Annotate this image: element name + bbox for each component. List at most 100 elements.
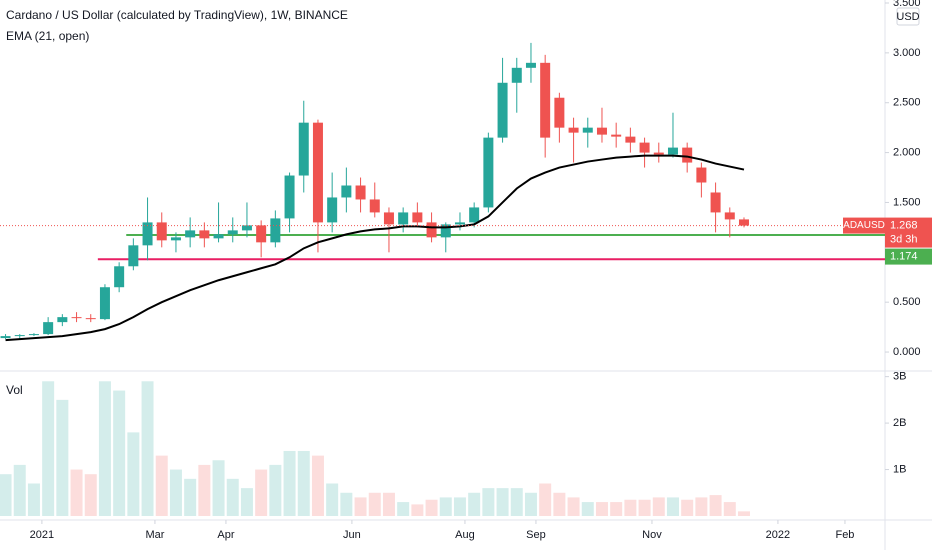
candle-body xyxy=(99,287,110,320)
candle-body xyxy=(525,62,536,68)
volume-bar xyxy=(496,488,509,516)
indicator-legend: EMA (21, open) xyxy=(6,29,89,43)
candle-body xyxy=(540,62,551,138)
volume-bar xyxy=(610,502,623,516)
volume-bar xyxy=(184,478,197,516)
y-tick-label: 0.500 xyxy=(893,296,921,308)
candle-body xyxy=(256,225,267,243)
volume-bar xyxy=(56,399,69,516)
volume-bar xyxy=(581,502,594,516)
volume-bar xyxy=(453,497,466,516)
volume-bar xyxy=(283,450,296,516)
candle-body xyxy=(341,185,352,198)
candle-body xyxy=(85,318,96,320)
candle-body xyxy=(241,225,252,231)
candle-body xyxy=(199,230,210,239)
volume-bar xyxy=(269,464,282,516)
candle-body xyxy=(71,317,82,319)
volume-bar xyxy=(354,497,367,516)
candle-body xyxy=(57,317,68,323)
volume-bar xyxy=(695,497,708,516)
ema-line xyxy=(5,154,745,342)
volume-bar xyxy=(595,502,608,516)
volume-bar xyxy=(468,492,481,516)
plot xyxy=(0,2,889,524)
candle-body xyxy=(156,222,167,241)
last-price-label: 1.268 xyxy=(890,219,918,231)
volume-bar xyxy=(510,488,523,516)
candle-body xyxy=(596,127,607,135)
volume-bar xyxy=(113,390,126,516)
volume-bar xyxy=(198,464,211,516)
volume-bar xyxy=(42,381,55,516)
candle-body xyxy=(355,185,366,200)
volume-bar xyxy=(98,381,111,516)
volume-bar xyxy=(13,464,26,516)
volume-bar xyxy=(340,492,353,516)
symbol-label-box xyxy=(843,217,885,234)
candle-body xyxy=(398,212,409,225)
y-tick-label: 2.500 xyxy=(893,97,921,109)
candle-body xyxy=(128,245,139,267)
volume-bar xyxy=(127,432,140,516)
volume-bar xyxy=(240,488,253,516)
volume-bar xyxy=(368,492,381,516)
volume-bar xyxy=(311,455,324,516)
y-tick-label: 0.000 xyxy=(893,346,921,358)
x-tick-label: Sep xyxy=(526,529,546,541)
volume-bar xyxy=(439,497,452,516)
candle-body xyxy=(170,237,181,241)
x-tick-label: Mar xyxy=(145,529,164,541)
candle-body xyxy=(14,335,25,337)
candle-body xyxy=(369,199,380,213)
volume-bar xyxy=(226,478,239,516)
volume-bar xyxy=(723,502,736,516)
hline-label-box xyxy=(885,248,932,265)
volume-bar xyxy=(27,483,40,516)
volume-bar xyxy=(652,497,665,516)
candle-body xyxy=(185,230,196,238)
volume-bar xyxy=(681,499,694,516)
volume-bar xyxy=(638,499,651,516)
candle-body xyxy=(554,97,565,128)
x-tick-label: Aug xyxy=(455,529,475,541)
candle-body xyxy=(142,222,153,246)
y-tick-label: 1.500 xyxy=(893,196,921,208)
y-tick-label: 2B xyxy=(893,417,906,429)
volume-title: Vol xyxy=(6,383,23,397)
candle-body xyxy=(738,219,749,226)
candle-body xyxy=(114,266,125,288)
candle-body xyxy=(582,127,593,133)
volume-bar xyxy=(553,492,566,516)
axis-unit: USD xyxy=(896,11,919,23)
chart-title: Cardano / US Dollar (calculated by Tradi… xyxy=(6,8,348,22)
candle-body xyxy=(568,127,579,133)
y-tick-label: 1B xyxy=(893,463,906,475)
candle-body xyxy=(227,230,238,235)
last-price-box xyxy=(885,217,932,248)
candle-body xyxy=(653,152,664,155)
candle-body xyxy=(312,122,323,223)
volume-bar xyxy=(737,511,750,516)
candle-body xyxy=(710,192,721,213)
x-tick-label: 2021 xyxy=(30,529,54,541)
volume-bar xyxy=(482,488,495,516)
y-tick-label: 3.000 xyxy=(893,47,921,59)
volume-bar xyxy=(524,492,537,516)
candle-body xyxy=(28,334,39,336)
y-tick-label: 2.000 xyxy=(893,146,921,158)
candle-body xyxy=(270,218,281,243)
candle-body xyxy=(43,322,54,335)
x-tick-label: Jun xyxy=(343,529,361,541)
symbol-label: ADAUSD xyxy=(843,220,885,231)
volume-bar xyxy=(425,499,438,516)
x-tick-label: Apr xyxy=(217,529,234,541)
volume-bar xyxy=(666,497,679,516)
candle-body xyxy=(511,67,522,83)
volume-bar xyxy=(155,455,168,516)
y-tick-label: 3B xyxy=(893,371,906,383)
x-tick-label: Nov xyxy=(642,529,662,541)
unit-box[interactable] xyxy=(896,7,920,26)
